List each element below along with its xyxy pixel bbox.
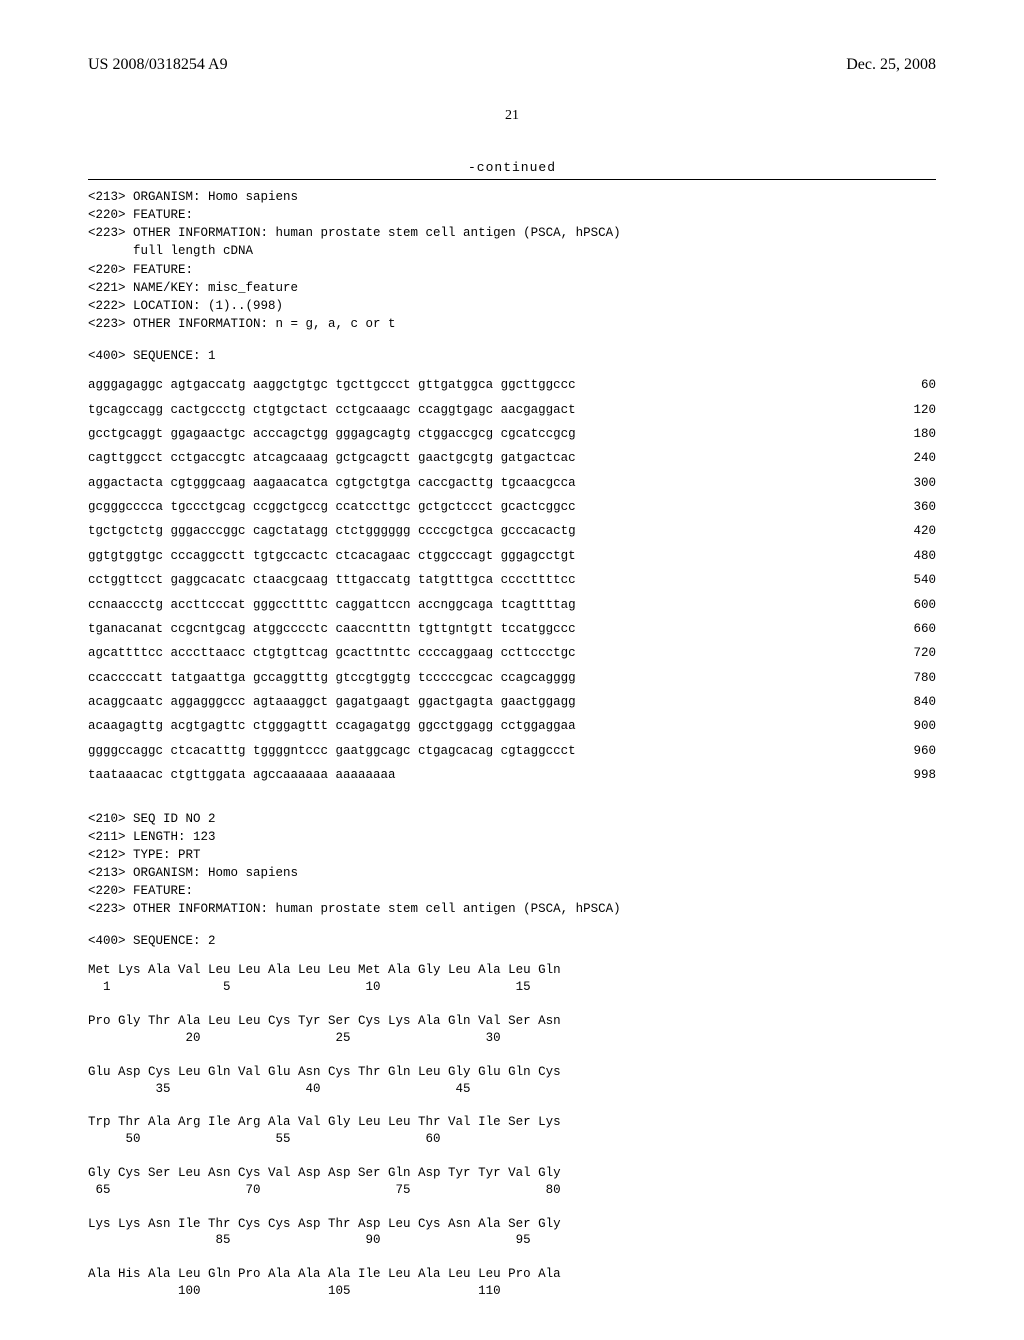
sequence-position: 840 [886, 690, 936, 714]
sequence-bases: tgcagccagg cactgccctg ctgtgctact cctgcaa… [88, 398, 576, 422]
sequence-row: gcgggcccca tgccctgcag ccggctgccg ccatcct… [88, 495, 936, 519]
divider [88, 179, 936, 180]
sequence-position: 600 [886, 593, 936, 617]
protein-sequence-rows: Met Lys Ala Val Leu Leu Ala Leu Leu Met … [88, 962, 936, 1300]
sequence-bases: tgctgctctg gggacccggc cagctatagg ctctggg… [88, 519, 576, 543]
sequence-bases: ggtgtggtgc cccaggcctt tgtgccactc ctcacag… [88, 544, 576, 568]
sequence-1-rows: agggagaggc agtgaccatg aaggctgtgc tgcttgc… [88, 373, 936, 787]
sequence-row: agcattttcc acccttaacc ctgtgttcag gcacttn… [88, 641, 936, 665]
sequence-bases: agggagaggc agtgaccatg aaggctgtgc tgcttgc… [88, 373, 576, 397]
sequence-row: gcctgcaggt ggagaactgc acccagctgg gggagca… [88, 422, 936, 446]
sequence-row: tganacanat ccgcntgcag atggcccctc caaccnt… [88, 617, 936, 641]
sequence-position: 780 [886, 666, 936, 690]
sequence-position: 900 [886, 714, 936, 738]
sequence-row: taataaacac ctgttggata agccaaaaaa aaaaaaa… [88, 763, 936, 787]
sequence-2-label: <400> SEQUENCE: 2 [88, 932, 936, 950]
sequence-position: 240 [886, 446, 936, 470]
sequence-position: 120 [886, 398, 936, 422]
sequence-1-label: <400> SEQUENCE: 1 [88, 347, 936, 365]
sequence-bases: taataaacac ctgttggata agccaaaaaa aaaaaaa… [88, 763, 396, 787]
sequence-bases: ccaccccatt tatgaattga gccaggtttg gtccgtg… [88, 666, 576, 690]
sequence-row: cctggttcct gaggcacatc ctaacgcaag tttgacc… [88, 568, 936, 592]
sequence-row: tgcagccagg cactgccctg ctgtgctact cctgcaa… [88, 398, 936, 422]
sequence-position: 720 [886, 641, 936, 665]
sequence-bases: aggactacta cgtgggcaag aagaacatca cgtgctg… [88, 471, 576, 495]
sequence-row: aggactacta cgtgggcaag aagaacatca cgtgctg… [88, 471, 936, 495]
sequence-position: 960 [886, 739, 936, 763]
sequence-bases: acaggcaatc aggagggccc agtaaaggct gagatga… [88, 690, 576, 714]
sequence-bases: ccnaaccctg accttcccat gggccttttc caggatt… [88, 593, 576, 617]
sequence-position: 300 [886, 471, 936, 495]
sequence-metadata-1: <213> ORGANISM: Homo sapiens <220> FEATU… [88, 188, 936, 333]
sequence-position: 998 [886, 763, 936, 787]
sequence-row: acaggcaatc aggagggccc agtaaaggct gagatga… [88, 690, 936, 714]
sequence-position: 60 [886, 373, 936, 397]
continued-label: -continued [88, 160, 936, 175]
sequence-row: acaagagttg acgtgagttc ctgggagttt ccagaga… [88, 714, 936, 738]
sequence-bases: gcgggcccca tgccctgcag ccggctgccg ccatcct… [88, 495, 576, 519]
sequence-bases: acaagagttg acgtgagttc ctgggagttt ccagaga… [88, 714, 576, 738]
sequence-position: 480 [886, 544, 936, 568]
sequence-bases: ggggccaggc ctcacatttg tggggntccc gaatggc… [88, 739, 576, 763]
sequence-row: tgctgctctg gggacccggc cagctatagg ctctggg… [88, 519, 936, 543]
sequence-position: 420 [886, 519, 936, 543]
publication-number: US 2008/0318254 A9 [88, 56, 228, 74]
sequence-bases: gcctgcaggt ggagaactgc acccagctgg gggagca… [88, 422, 576, 446]
sequence-row: cagttggcct cctgaccgtc atcagcaaag gctgcag… [88, 446, 936, 470]
sequence-row: agggagaggc agtgaccatg aaggctgtgc tgcttgc… [88, 373, 936, 397]
sequence-row: ggggccaggc ctcacatttg tggggntccc gaatggc… [88, 739, 936, 763]
page-number: 21 [88, 108, 936, 124]
sequence-row: ggtgtggtgc cccaggcctt tgtgccactc ctcacag… [88, 544, 936, 568]
page-header: US 2008/0318254 A9 Dec. 25, 2008 [88, 56, 936, 74]
sequence-bases: cagttggcct cctgaccgtc atcagcaaag gctgcag… [88, 446, 576, 470]
sequence-position: 180 [886, 422, 936, 446]
sequence-bases: tganacanat ccgcntgcag atggcccctc caaccnt… [88, 617, 576, 641]
sequence-bases: agcattttcc acccttaacc ctgtgttcag gcacttn… [88, 641, 576, 665]
sequence-metadata-2: <210> SEQ ID NO 2 <211> LENGTH: 123 <212… [88, 810, 936, 919]
sequence-position: 540 [886, 568, 936, 592]
publication-date: Dec. 25, 2008 [846, 56, 936, 74]
sequence-row: ccaccccatt tatgaattga gccaggtttg gtccgtg… [88, 666, 936, 690]
sequence-position: 660 [886, 617, 936, 641]
sequence-row: ccnaaccctg accttcccat gggccttttc caggatt… [88, 593, 936, 617]
sequence-position: 360 [886, 495, 936, 519]
sequence-bases: cctggttcct gaggcacatc ctaacgcaag tttgacc… [88, 568, 576, 592]
